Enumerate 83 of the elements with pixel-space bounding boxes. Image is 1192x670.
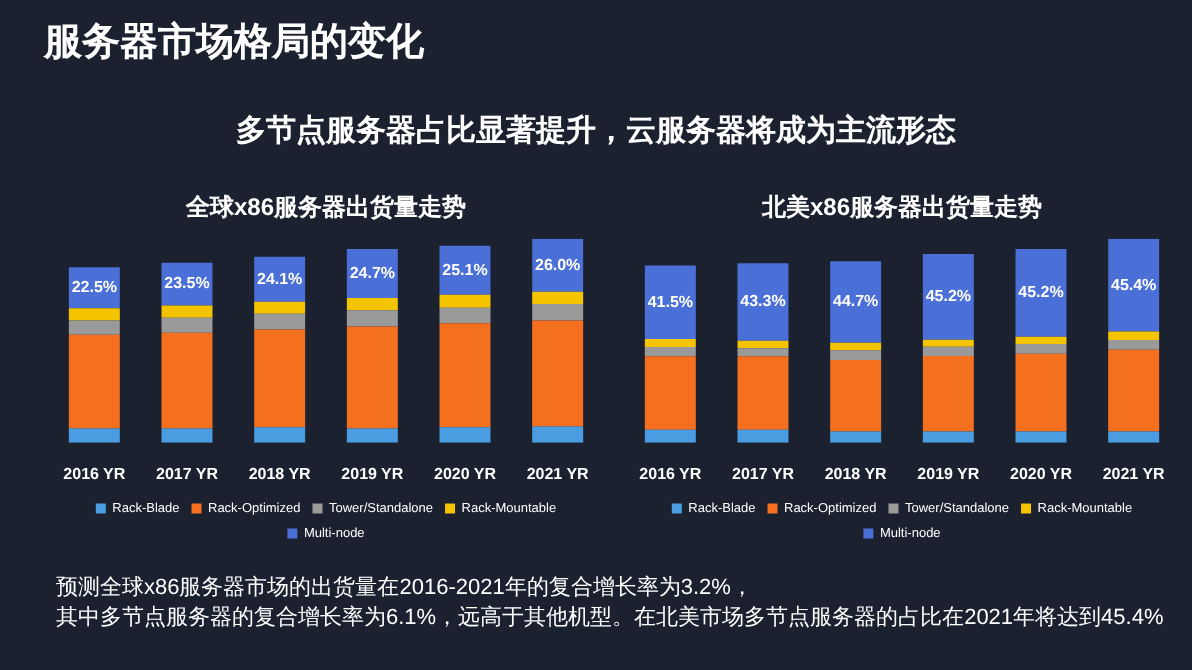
x-tick-label: 2017 YR xyxy=(156,464,219,483)
bar xyxy=(1015,353,1067,432)
annotation: 45.2% xyxy=(925,287,972,306)
bar xyxy=(346,310,398,327)
annotation: 43.3% xyxy=(740,292,786,311)
bar xyxy=(922,431,974,443)
bar xyxy=(830,350,882,360)
bar xyxy=(737,348,789,357)
bar xyxy=(737,263,789,341)
bar xyxy=(68,320,120,335)
chart-title: 北美x86服务器出货量走势 xyxy=(759,193,1043,222)
bar xyxy=(68,308,120,321)
bar xyxy=(254,329,306,428)
bar xyxy=(644,338,696,348)
bar xyxy=(644,265,696,339)
x-tick-label: 2021 YR xyxy=(526,464,590,483)
bar xyxy=(1015,344,1067,354)
bar xyxy=(439,427,491,443)
bar xyxy=(1108,339,1160,350)
x-tick-label: 2018 YR xyxy=(248,464,312,483)
annotation: 24.1% xyxy=(256,269,303,288)
bar xyxy=(532,320,584,427)
bar xyxy=(68,428,120,443)
bar xyxy=(1108,238,1160,332)
bar xyxy=(346,428,398,443)
bar xyxy=(439,323,491,428)
bar xyxy=(644,347,696,357)
bar xyxy=(161,305,213,318)
annotation: 25.1% xyxy=(442,260,488,279)
x-tick-label: 2019 YR xyxy=(917,464,980,483)
bar xyxy=(737,356,789,430)
bar xyxy=(644,356,696,430)
bar xyxy=(346,297,398,311)
bar xyxy=(346,326,398,429)
annotation: 41.5% xyxy=(647,292,694,311)
bar xyxy=(922,254,974,340)
bar xyxy=(439,307,491,324)
bar xyxy=(1108,331,1160,340)
x-tick-label: 2016 YR xyxy=(639,464,702,483)
text: 预测全球x86服务器市场的出货量在2016-2021年的复合增长率为3.2%， xyxy=(56,574,755,604)
chart-title: 全球x86服务器出货量走势 xyxy=(183,193,467,222)
x-tick-label: 2020 YR xyxy=(1010,464,1073,483)
bar xyxy=(254,427,306,443)
bar xyxy=(1015,431,1067,443)
bar xyxy=(922,355,974,432)
bar xyxy=(532,304,584,321)
annotation: 45.2% xyxy=(1018,283,1064,302)
x-tick-label: 2019 YR xyxy=(341,464,404,483)
bar xyxy=(1108,431,1160,443)
bar xyxy=(830,261,882,343)
bar xyxy=(922,346,974,356)
bar xyxy=(1108,349,1160,432)
bar xyxy=(161,332,213,429)
annotation: 45.4% xyxy=(1110,275,1157,294)
bar xyxy=(532,291,584,305)
bar xyxy=(439,294,491,308)
x-tick-label: 2017 YR xyxy=(732,464,795,483)
annotation: 23.5% xyxy=(164,274,210,293)
bar xyxy=(644,429,696,443)
bar xyxy=(254,313,306,330)
bar xyxy=(830,431,882,443)
x-tick-label: 2021 YR xyxy=(1102,464,1166,483)
bar xyxy=(532,426,584,443)
bar xyxy=(737,429,789,443)
bar xyxy=(922,339,974,347)
text: 服务器市场格局的变化 xyxy=(44,19,424,68)
x-tick-label: 2018 YR xyxy=(824,464,888,483)
bar xyxy=(1015,336,1067,345)
annotation: 26.0% xyxy=(534,255,581,274)
text: 多节点服务器占比显著提升，云服务器将成为主流形态 xyxy=(234,112,958,150)
bar xyxy=(1015,249,1067,337)
x-tick-label: 2016 YR xyxy=(63,464,126,483)
text: 其中多节点服务器的复合增长率为6.1%，远高于其他机型。在北美市场多节点服务器的占比在2021年将达到45.4% xyxy=(56,604,1166,634)
bar xyxy=(830,359,882,432)
bar xyxy=(161,317,213,333)
annotation: 44.7% xyxy=(832,292,879,311)
bar xyxy=(254,301,306,314)
x-tick-label: 2020 YR xyxy=(434,464,497,483)
annotation: 22.5% xyxy=(71,278,118,297)
annotation: 24.7% xyxy=(349,263,396,282)
bar xyxy=(737,340,789,349)
bar xyxy=(830,342,882,351)
bar xyxy=(68,334,120,429)
